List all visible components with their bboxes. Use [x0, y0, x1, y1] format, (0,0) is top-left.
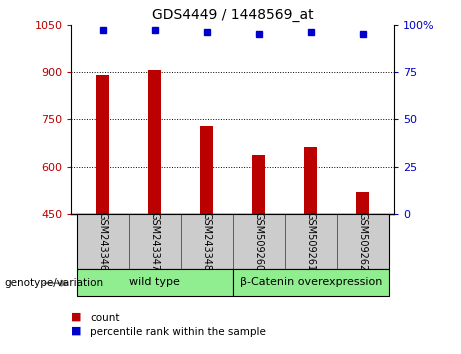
Bar	[96, 75, 109, 214]
Bar	[233, 214, 285, 269]
Text: GSM509260: GSM509260	[254, 212, 264, 271]
Bar	[200, 126, 213, 214]
Text: count: count	[90, 313, 119, 322]
Text: GSM243346: GSM243346	[98, 212, 108, 271]
Bar	[77, 214, 129, 269]
Text: GSM509261: GSM509261	[306, 212, 316, 271]
Bar	[356, 192, 369, 214]
Text: GSM243347: GSM243347	[150, 212, 160, 271]
Bar	[252, 155, 266, 214]
Bar	[337, 214, 389, 269]
Text: β-Catenin overexpression: β-Catenin overexpression	[240, 277, 382, 287]
Bar	[129, 214, 181, 269]
Bar	[233, 269, 389, 296]
Text: GSM243348: GSM243348	[202, 212, 212, 271]
Text: wild type: wild type	[129, 277, 180, 287]
Text: ■: ■	[71, 326, 82, 336]
Bar	[285, 214, 337, 269]
Text: GSM509262: GSM509262	[358, 212, 368, 271]
Bar	[181, 214, 233, 269]
Bar	[148, 70, 161, 214]
Bar	[77, 269, 233, 296]
Text: percentile rank within the sample: percentile rank within the sample	[90, 327, 266, 337]
Title: GDS4449 / 1448569_at: GDS4449 / 1448569_at	[152, 8, 313, 22]
Text: ■: ■	[71, 312, 82, 322]
Bar	[304, 147, 317, 214]
Text: genotype/variation: genotype/variation	[5, 278, 104, 288]
